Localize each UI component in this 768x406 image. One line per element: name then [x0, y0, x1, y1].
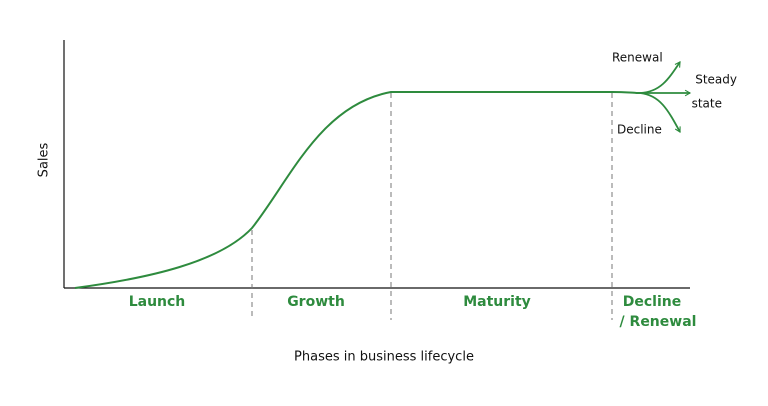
branch-label: Decline — [617, 123, 662, 137]
branch-label: state — [692, 97, 722, 111]
phase-label: Maturity — [463, 294, 531, 310]
phase-label: Decline — [623, 294, 681, 310]
branch-label: Renewal — [612, 51, 663, 65]
x-axis-title: Phases in business lifecycle — [294, 350, 474, 365]
sales-curve — [74, 91, 641, 289]
branch-label: Steady — [695, 73, 737, 87]
decline-branch — [639, 92, 681, 133]
phase-label: / Renewal — [620, 314, 697, 330]
renewal-branch — [639, 61, 681, 94]
phase-label: Launch — [129, 294, 186, 310]
y-axis-title: Sales — [37, 142, 52, 177]
phase-label: Growth — [287, 294, 345, 310]
